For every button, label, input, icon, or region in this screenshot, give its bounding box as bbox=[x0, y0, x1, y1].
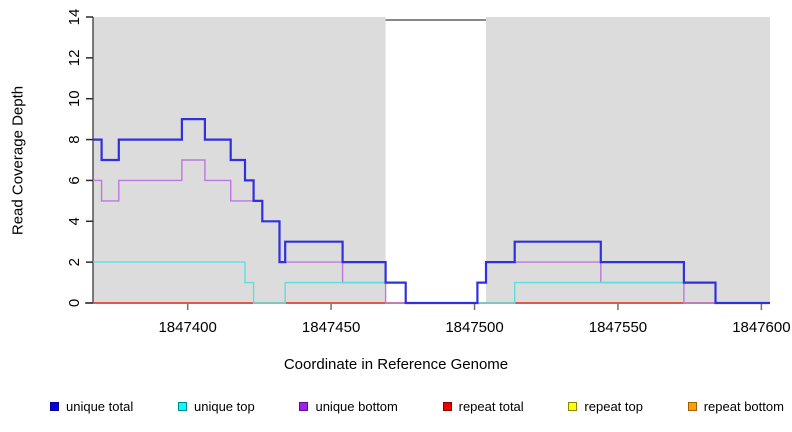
legend-item-unique-bottom: unique bottom bbox=[299, 399, 398, 414]
y-tick-label: 10 bbox=[66, 90, 83, 107]
y-tick-label: 12 bbox=[66, 50, 83, 67]
legend-label: unique total bbox=[66, 399, 134, 414]
y-tick-label: 4 bbox=[66, 217, 83, 225]
legend-item-repeat-bottom: repeat bottom bbox=[687, 399, 784, 414]
legend-swatch-repeat-bottom bbox=[687, 402, 697, 411]
legend-swatch-repeat-total bbox=[442, 402, 452, 411]
legend-swatch-unique-top bbox=[177, 402, 187, 411]
y-tick-label: 0 bbox=[66, 299, 83, 307]
series-unique-total bbox=[93, 118, 770, 305]
legend-item-repeat-total: repeat total bbox=[442, 399, 524, 414]
x-axis-title: Coordinate in Reference Genome bbox=[283, 356, 509, 373]
masked-region bbox=[385, 17, 487, 303]
legend-item-repeat-top: repeat top bbox=[568, 399, 643, 414]
legend-swatch-repeat-top bbox=[568, 402, 578, 411]
y-tick-label: 2 bbox=[66, 258, 83, 266]
legend-label: unique bottom bbox=[315, 399, 398, 414]
x-tick-label: 1847400 bbox=[158, 319, 216, 336]
x-tick-label: 1847500 bbox=[445, 319, 503, 336]
legend-item-unique-top: unique top bbox=[177, 399, 255, 414]
legend-label: repeat bottom bbox=[703, 399, 784, 414]
legend-label: repeat total bbox=[458, 399, 524, 414]
y-axis-title: Read Coverage Depth bbox=[9, 85, 27, 236]
legend-item-unique-total: unique total bbox=[50, 399, 133, 414]
y-tick-label: 14 bbox=[66, 9, 83, 26]
legend: unique total unique top unique bottom repea… bbox=[50, 399, 784, 414]
series-unique-top bbox=[93, 261, 770, 304]
x-tick-label: 1847450 bbox=[302, 319, 360, 336]
y-tick-label: 8 bbox=[66, 135, 83, 143]
x-tick-label: 1847550 bbox=[589, 319, 647, 336]
legend-label: repeat top bbox=[584, 399, 643, 414]
legend-swatch-unique-total bbox=[50, 402, 59, 411]
legend-label: unique top bbox=[193, 399, 255, 414]
legend-swatch-unique-bottom bbox=[299, 402, 309, 411]
y-tick-label: 6 bbox=[66, 176, 83, 184]
x-tick-label: 1847600 bbox=[732, 319, 790, 336]
